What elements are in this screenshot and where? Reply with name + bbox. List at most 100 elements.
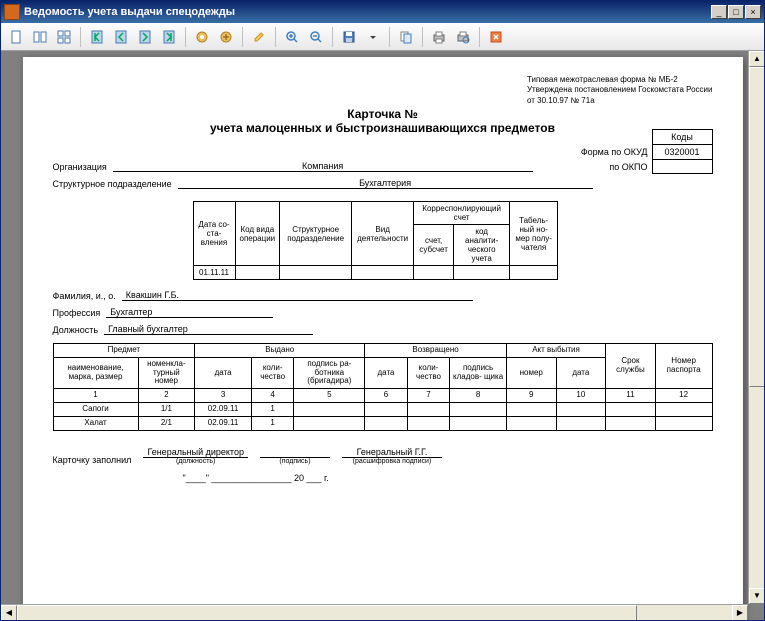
scroll-thumb[interactable] (749, 67, 764, 387)
edit-icon[interactable] (248, 26, 270, 48)
form-note-line: Типовая межотраслевая форма № МБ-2 (527, 75, 713, 85)
okud-label: Форма по ОКУД (575, 145, 652, 160)
window-title: Ведомость учета выдачи спецодежды (24, 6, 711, 18)
mt-col: Срок службы (606, 344, 656, 389)
date-template: "____" ________________ 20 ___ г. (183, 473, 713, 483)
codes-header: Коды (652, 130, 712, 145)
ht-cell (414, 266, 454, 280)
form-note: Типовая межотраслевая форма № МБ-2 Утвер… (527, 75, 713, 106)
close-preview-icon[interactable] (485, 26, 507, 48)
sign-line (260, 447, 330, 458)
prof-value: Бухгалтер (106, 307, 272, 318)
toolbar-separator (389, 27, 390, 47)
mt-group: Предмет (53, 344, 195, 358)
scroll-right-icon[interactable]: ▶ (732, 605, 748, 620)
doc-title: Карточка № (53, 107, 713, 121)
mt-col: дата (556, 357, 606, 388)
form-note-line: от 30.10.97 № 71а (527, 96, 713, 106)
window-controls: _ □ × (711, 5, 761, 19)
mt-col: номенкла- турный номер (138, 357, 195, 388)
scrollbar-vertical[interactable]: ▲ ▼ (748, 51, 764, 604)
scrollbar-horizontal[interactable]: ◀ ▶ (1, 604, 748, 620)
scroll-down-icon[interactable]: ▼ (749, 588, 764, 604)
mt-col: наименование, марка, размер (53, 357, 138, 388)
ht-col: Табель- ный но- мер полу- чателя (510, 202, 558, 266)
nav-last-icon[interactable] (158, 26, 180, 48)
maximize-button[interactable]: □ (728, 5, 744, 19)
filled-by-label: Карточку заполнил (53, 455, 132, 465)
nav-prev-icon[interactable] (110, 26, 132, 48)
minimize-button[interactable]: _ (711, 5, 727, 19)
close-button[interactable]: × (745, 5, 761, 19)
app-window: Ведомость учета выдачи спецодежды _ □ × (0, 0, 765, 621)
scroll-left-icon[interactable]: ◀ (1, 605, 17, 620)
ht-cell (280, 266, 352, 280)
save-icon[interactable] (338, 26, 360, 48)
toolbar-separator (479, 27, 480, 47)
titlebar[interactable]: Ведомость учета выдачи спецодежды _ □ × (1, 1, 764, 23)
ht-cell (510, 266, 558, 280)
scroll-up-icon[interactable]: ▲ (749, 51, 764, 67)
ht-col: Код вида операции (235, 202, 280, 266)
save-dropdown-icon[interactable] (362, 26, 384, 48)
ht-col: Корреспонлирующий счет (414, 202, 510, 225)
mt-col: коли- чество (251, 357, 294, 388)
mt-col: номер (506, 357, 556, 388)
ht-row: 01.11.11 (193, 266, 558, 280)
name-value: Генеральный Г.Г. (342, 447, 442, 458)
app-icon (4, 4, 20, 20)
ht-cell (235, 266, 280, 280)
zoom-out-icon[interactable] (305, 26, 327, 48)
ht-sub: код аналити- ческого учета (454, 225, 510, 266)
toolbar (1, 23, 764, 51)
mt-col: дата (195, 357, 252, 388)
ht-cell (454, 266, 510, 280)
codes-box: Коды Форма по ОКУД0320001 по ОКПО (575, 129, 713, 174)
ht-col: Вид деятельности (352, 202, 414, 266)
fio-label: Фамилия, и., о. (53, 291, 116, 301)
dept-label: Структурное подразделение (53, 179, 172, 189)
ht-col: Дата со- ста- вления (193, 202, 235, 266)
ht-cell (352, 266, 414, 280)
nav-first-icon[interactable] (86, 26, 108, 48)
toolbar-separator (242, 27, 243, 47)
prof-label: Профессия (53, 308, 101, 318)
settings-icon[interactable] (191, 26, 213, 48)
name-cap: (расшифровка подписи) (353, 458, 432, 465)
org-label: Организация (53, 162, 107, 172)
position-cap: (должность) (176, 458, 215, 465)
mt-col: подпись кладов- щика (450, 357, 507, 388)
main-table: Предмет Выдано Возвращено Акт выбытия Ср… (53, 343, 713, 431)
header-table: Дата со- ста- вления Код вида операции С… (193, 201, 559, 280)
document-page: Типовая межотраслевая форма № МБ-2 Утвер… (23, 57, 743, 617)
document-viewport[interactable]: Типовая межотраслевая форма № МБ-2 Утвер… (1, 51, 764, 620)
mt-col: дата (365, 357, 408, 388)
mt-num-row: 123456789101112 (53, 389, 712, 403)
okud-value: 0320001 (652, 145, 712, 160)
nav-next-icon[interactable] (134, 26, 156, 48)
scroll-thumb[interactable] (17, 605, 637, 620)
page-facing-icon[interactable] (29, 26, 51, 48)
okpo-label: по ОКПО (575, 160, 652, 174)
mt-col: подпись ра- ботника (бригадира) (294, 357, 365, 388)
pos-label: Должность (53, 325, 99, 335)
toolbar-separator (275, 27, 276, 47)
page-grid-icon[interactable] (53, 26, 75, 48)
ht-sub: счет, субсчет (414, 225, 454, 266)
dept-value: Бухгалтерия (178, 178, 593, 189)
ht-col: Структурное подразделение (280, 202, 352, 266)
settings-alt-icon[interactable] (215, 26, 237, 48)
toolbar-separator (185, 27, 186, 47)
toolbar-separator (422, 27, 423, 47)
position-value: Генеральный директор (143, 447, 248, 458)
fio-value: Квакшин Г.Б. (122, 290, 473, 301)
copy-icon[interactable] (395, 26, 417, 48)
print-preview-icon[interactable] (452, 26, 474, 48)
print-icon[interactable] (428, 26, 450, 48)
page-single-icon[interactable] (5, 26, 27, 48)
mt-group: Акт выбытия (506, 344, 605, 358)
sign-cap: (подпись) (279, 458, 310, 465)
table-row: Халат2/102.09.111 (53, 416, 712, 430)
mt-col: коли- чество (407, 357, 450, 388)
zoom-in-icon[interactable] (281, 26, 303, 48)
